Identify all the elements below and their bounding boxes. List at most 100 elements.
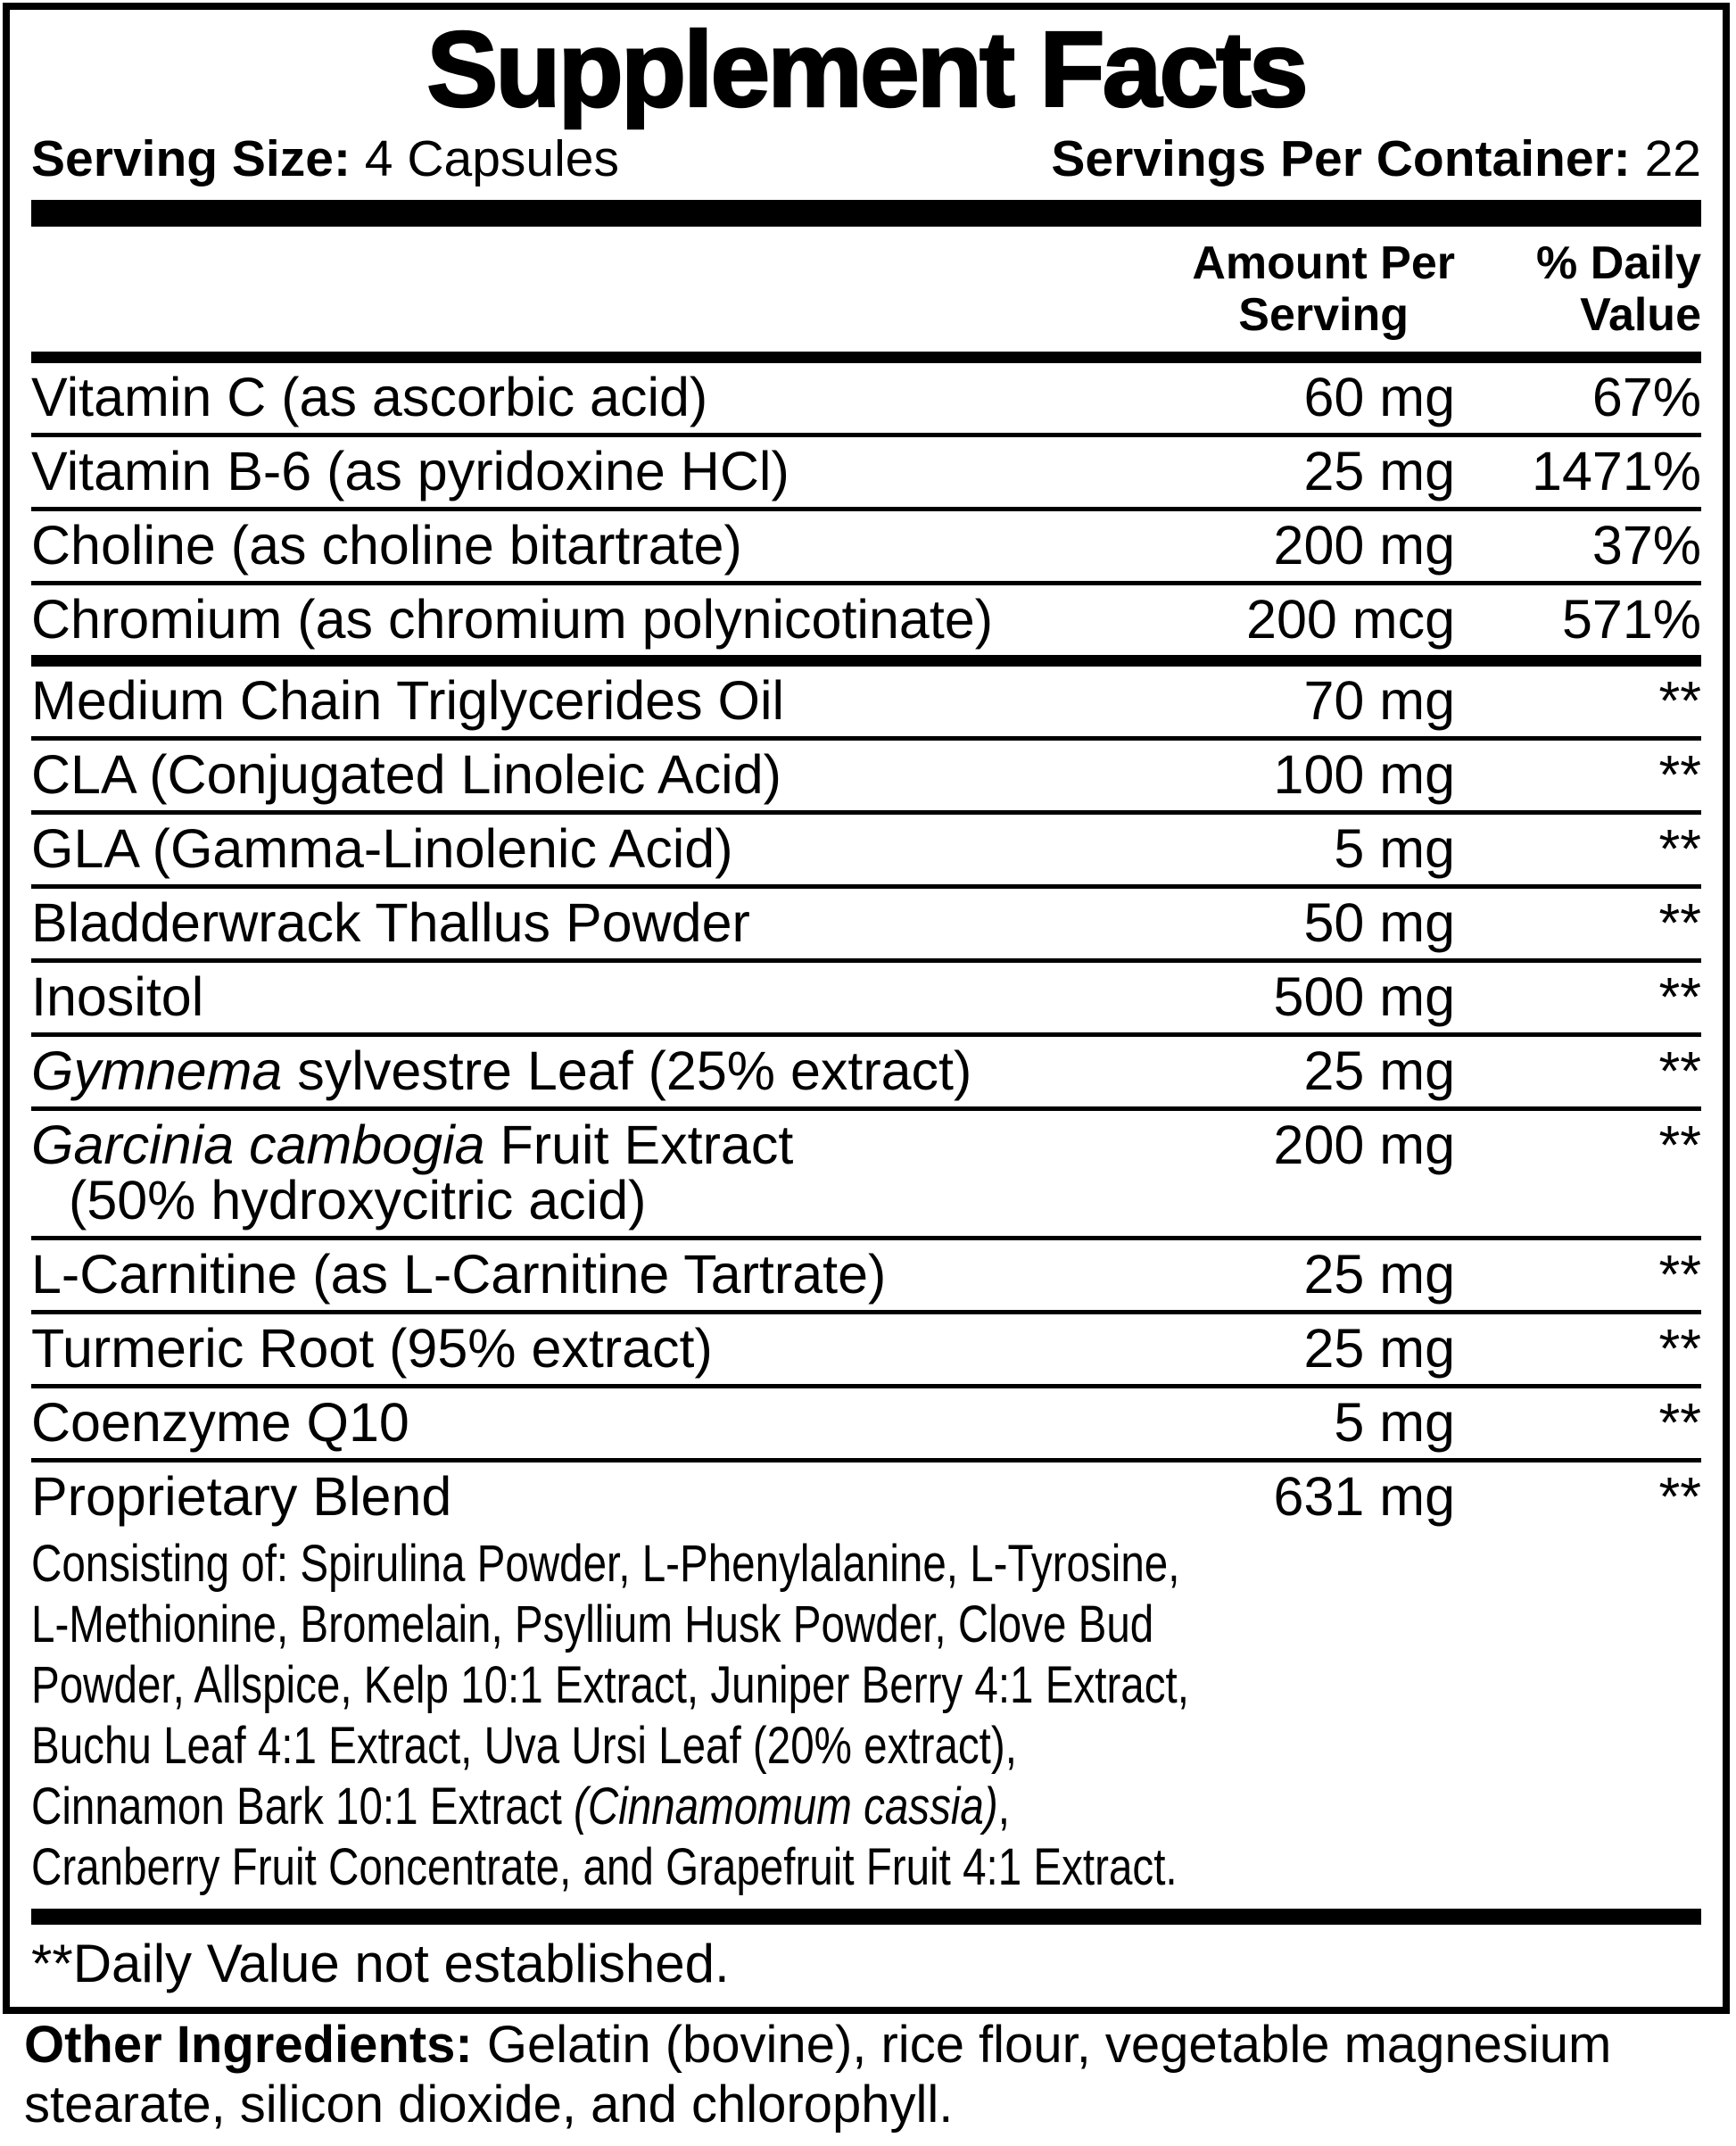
ingredient-row: Coenzyme Q10 5 mg **: [31, 1388, 1701, 1458]
ingredient-daily-value: **: [1658, 1392, 1701, 1454]
ingredient-amount: 500 mg: [1273, 966, 1455, 1028]
ingredient-amount: 100 mg: [1273, 744, 1455, 806]
text: ,: [997, 1777, 1010, 1836]
ingredient-name: Bladderwrack Thallus Powder: [31, 895, 1152, 950]
ingredient-amount: 25 mg: [1303, 1318, 1455, 1380]
italic-text: Garcinia cambogia: [31, 1114, 485, 1176]
ingredient-name: Vitamin B-6 (as pyridoxine HCl): [31, 443, 1152, 499]
ingredient-daily-value: **: [1658, 892, 1701, 954]
ingredient-row: Proprietary Blend 631 mg **: [31, 1462, 1701, 1532]
row-divider: [31, 1384, 1701, 1389]
ingredient-amount: 200 mg: [1273, 1114, 1455, 1176]
daily-value-column-header-text: % Daily Value: [1536, 237, 1701, 342]
ingredient-daily-value: **: [1658, 966, 1701, 1028]
ingredient-row: CLA (Conjugated Linoleic Acid) 100 mg **: [31, 741, 1701, 810]
amount-column-header: Amount Per Serving: [1152, 237, 1455, 341]
row-divider: [31, 507, 1701, 512]
serving-size-value: 4 Capsules: [364, 130, 619, 188]
ingredient-name: Medium Chain Triglycerides Oil: [31, 673, 1152, 728]
ingredient-name: L-Carnitine (as L-Carnitine Tartrate): [31, 1247, 1152, 1302]
ingredient-row: Turmeric Root (95% extract) 25 mg **: [31, 1314, 1701, 1384]
text: Turmeric Root (95% extract): [31, 1318, 713, 1380]
row-divider: [31, 810, 1701, 816]
row-divider: [31, 581, 1701, 586]
header-divider-bar: [31, 352, 1701, 364]
ingredient-row: Gymnema sylvestre Leaf (25% extract) 25 m…: [31, 1037, 1701, 1106]
ingredient-row: Chromium (as chromium polynicotinate) 200…: [31, 585, 1701, 655]
ingredient-name-line2: (50% hydroxycitric acid): [69, 1170, 647, 1231]
serving-info-row: Serving Size: 4 Capsules Servings Per Co…: [31, 130, 1701, 187]
ingredient-amount: 631 mg: [1273, 1466, 1455, 1528]
italic-text: (Cinnamomum cassia): [574, 1777, 998, 1836]
daily-value-column-header: % Daily Value: [1455, 237, 1701, 341]
ingredient-daily-value: 571%: [1561, 589, 1701, 650]
text: Inositol: [31, 966, 204, 1028]
ingredient-daily-value: **: [1658, 1466, 1701, 1528]
text: Medium Chain Triglycerides Oil: [31, 670, 785, 732]
text: Bladderwrack Thallus Powder: [31, 892, 750, 954]
ingredient-daily-value: 1471%: [1532, 441, 1701, 502]
text: GLA (Gamma-Linolenic Acid): [31, 818, 733, 880]
servings-per-container: Servings Per Container: 22: [1051, 130, 1701, 187]
ingredient-row: Vitamin B-6 (as pyridoxine HCl) 25 mg 1471…: [31, 437, 1701, 507]
serving-size-label: Serving Size:: [31, 130, 351, 188]
ingredient-row: Inositol 500 mg **: [31, 963, 1701, 1032]
text: sylvestre Leaf (25% extract): [282, 1040, 972, 1102]
ingredient-row: Medium Chain Triglycerides Oil 70 mg **: [31, 667, 1701, 736]
ingredient-name: CLA (Conjugated Linoleic Acid): [31, 747, 1152, 802]
text: Consisting of: Spirulina Powder, L-Pheny…: [31, 1535, 1180, 1594]
amount-column-header-text: Amount Per Serving: [1192, 237, 1455, 342]
ingredient-row: Choline (as choline bitartrate) 200 mg 37%: [31, 511, 1701, 581]
ingredient-daily-value: **: [1658, 744, 1701, 806]
ingredient-row: Vitamin C (as ascorbic acid) 60 mg 67%: [31, 363, 1701, 433]
row-divider: [31, 655, 1701, 667]
row-divider: [31, 1032, 1701, 1038]
footnote-divider-bar: [31, 1909, 1701, 1926]
row-divider: [31, 433, 1701, 438]
text: Vitamin B-6 (as pyridoxine HCl): [31, 441, 789, 502]
other-ingredients-label: Other Ingredients:: [24, 2016, 473, 2074]
ingredient-amount: 5 mg: [1334, 818, 1455, 880]
ingredient-name: Turmeric Root (95% extract): [31, 1321, 1152, 1376]
ingredient-amount: 60 mg: [1303, 367, 1455, 428]
row-divider: [31, 1236, 1701, 1241]
serving-size: Serving Size: 4 Capsules: [31, 130, 619, 187]
ingredient-rows: Vitamin C (as ascorbic acid) 60 mg 67% Vita…: [31, 363, 1701, 1532]
servings-per-container-label: Servings Per Container:: [1051, 130, 1631, 188]
text: CLA (Conjugated Linoleic Acid): [31, 744, 781, 806]
text: L-Carnitine (as L-Carnitine Tartrate): [31, 1244, 887, 1305]
ingredient-row: Garcinia cambogia Fruit Extract (50% hydr…: [31, 1111, 1701, 1236]
ingredient-amount: 25 mg: [1303, 1244, 1455, 1305]
ingredient-name: Proprietary Blend: [31, 1469, 1152, 1524]
text: Choline (as choline bitartrate): [31, 515, 742, 576]
row-divider: [31, 1458, 1701, 1463]
ingredient-amount: 50 mg: [1303, 892, 1455, 954]
row-divider: [31, 1106, 1701, 1112]
ingredient-daily-value: **: [1658, 1114, 1701, 1176]
text: Cranberry Fruit Concentrate, and Grapefr…: [31, 1838, 1178, 1897]
ingredient-name: Garcinia cambogia Fruit Extract (50% hydr…: [31, 1117, 1152, 1228]
ingredient-amount: 25 mg: [1303, 1040, 1455, 1102]
text: Coenzyme Q10: [31, 1392, 409, 1454]
table-header-row: Amount Per Serving % Daily Value: [31, 227, 1701, 352]
ingredient-amount: 5 mg: [1334, 1392, 1455, 1454]
row-divider: [31, 1310, 1701, 1315]
panel-title: Supplement Facts: [426, 10, 1310, 129]
supplement-facts-panel: Supplement Facts Serving Size: 4 Capsule…: [3, 3, 1730, 2015]
ingredient-name: Gymnema sylvestre Leaf (25% extract): [31, 1043, 1152, 1098]
ingredient-name: Inositol: [31, 969, 1152, 1024]
text: Powder, Allspice, Kelp 10:1 Extract, Jun…: [31, 1656, 1189, 1715]
servings-per-container-value: 22: [1644, 130, 1701, 188]
ingredient-row: Bladderwrack Thallus Powder 50 mg **: [31, 889, 1701, 958]
text: Proprietary Blend: [31, 1466, 452, 1528]
other-ingredients: Other Ingredients: Gelatin (bovine), ric…: [24, 2015, 1712, 2134]
row-divider: [31, 958, 1701, 964]
ingredient-daily-value: 37%: [1591, 515, 1701, 576]
text: Vitamin C (as ascorbic acid): [31, 367, 708, 428]
ingredient-amount: 70 mg: [1303, 670, 1455, 732]
daily-value-footnote: **Daily Value not established.: [31, 1934, 730, 1994]
ingredient-amount: 25 mg: [1303, 441, 1455, 502]
proprietary-blend-description: Consisting of: Spirulina Powder, L-Pheny…: [31, 1534, 1688, 1898]
ingredient-name: Vitamin C (as ascorbic acid): [31, 369, 1152, 425]
